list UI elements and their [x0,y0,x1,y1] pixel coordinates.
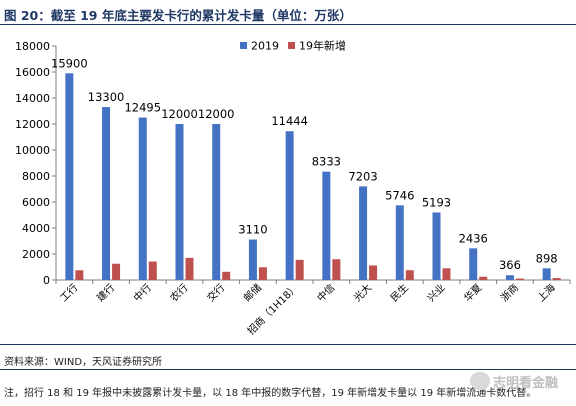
data-label: 366 [499,258,521,272]
x-category-label: 中信 [314,281,337,304]
bar-2019 [285,131,294,280]
legend-swatch-2019 [240,42,247,49]
bar-19-new [552,278,561,280]
bar-2019 [542,268,551,280]
data-label: 3110 [238,223,267,237]
legend-label-2019: 2019 [251,40,279,53]
data-label: 12495 [124,101,161,115]
data-label: 12000 [161,107,198,121]
bar-2019 [65,73,74,280]
y-axis: 0 2000 4000 6000 8000 10000 12000 14000 16000 180… [15,40,57,287]
data-label: 5193 [422,195,451,209]
x-category-label: 交行 [204,281,227,304]
x-category-label: 民生 [388,281,411,304]
footer-divider-middle [0,369,576,370]
y-tick-label: 2000 [22,248,50,261]
bar-19-new [258,267,267,280]
bar-2019 [248,239,257,280]
y-tick-label: 8000 [22,170,50,183]
data-label: 5746 [385,188,414,202]
x-category-label: 兴业 [425,282,448,305]
legend-swatch-19-new [288,42,295,49]
x-category-label: 工行 [57,281,80,304]
data-label: 11444 [271,114,308,128]
bars [65,73,561,280]
figure-title: 图 20：截至 19 年底主要发卡行的累计发卡量（单位：万张） [4,8,352,23]
x-category-label: 华夏 [461,281,484,304]
bar-2019 [505,275,514,280]
y-tick-label: 6000 [22,196,50,209]
y-tick-label: 16000 [15,66,50,79]
source-text: 资料来源：WIND，天风证券研究所 [4,357,163,368]
bar-19-new [112,263,121,280]
x-category-label: 光大 [351,281,374,304]
bar-2019 [469,248,478,280]
bar-2019 [102,107,111,280]
y-tick-label: 14000 [15,92,50,105]
y-tick-label: 18000 [15,40,50,53]
wechat-icon [470,372,490,390]
bar-19-new [442,268,451,280]
x-category-label: 上海 [534,281,557,304]
watermark-text: 志明看金融 [493,376,559,391]
watermark: 志明看金融 [470,369,576,395]
x-category-label: 中行 [131,281,154,304]
bar-19-new [369,265,378,280]
data-label: 2436 [459,231,488,245]
bar-2019 [432,212,441,280]
data-label: 12000 [198,107,235,121]
bar-2019 [212,124,221,280]
bar-19-new [479,276,488,280]
x-category-label: 农行 [167,281,190,304]
bar-chart: 0 2000 4000 6000 8000 10000 12000 14000 16000 180… [15,39,571,337]
bar-19-new [515,278,524,280]
y-tick-label: 10000 [15,144,50,157]
data-label: 13300 [88,90,125,104]
y-tick-label: 4000 [22,222,50,235]
footer-divider-top [0,344,576,345]
y-tick-label: 0 [43,274,50,287]
x-category-label: 浙商 [498,281,521,304]
bar-2019 [175,124,184,280]
bar-19-new [332,259,341,280]
legend: 2019 19年新增 [240,39,346,53]
bar-19-new [222,271,231,280]
bar-2019 [395,205,404,280]
bar-2019 [138,117,147,280]
bar-19-new [295,259,304,280]
figure-title-bar: 图 20：截至 19 年底主要发卡行的累计发卡量（单位：万张） [0,0,576,26]
legend-label-19-new: 19年新增 [299,39,346,53]
bar-19-new [148,261,157,280]
y-tick-label: 12000 [15,118,50,131]
data-label: 15900 [51,56,88,70]
bar-19-new [405,270,414,280]
bar-2019 [359,186,368,280]
data-label: 898 [536,251,558,265]
bar-19-new [75,270,84,280]
bar-19-new [185,257,194,280]
x-category-label: 建行 [94,281,117,304]
bar-2019 [322,171,331,280]
x-category-label: 邮储 [241,281,264,304]
data-label: 8333 [312,155,341,169]
note-text: 注，招行 18 和 19 年报中未披露累计发卡量，以 18 年中报的数字代替，1… [4,388,537,399]
title-divider [0,24,576,25]
data-label: 7203 [348,169,377,183]
